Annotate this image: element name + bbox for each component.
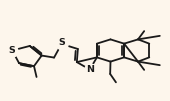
Text: S: S: [9, 46, 16, 55]
Text: N: N: [86, 65, 94, 74]
Text: S: S: [58, 38, 65, 47]
